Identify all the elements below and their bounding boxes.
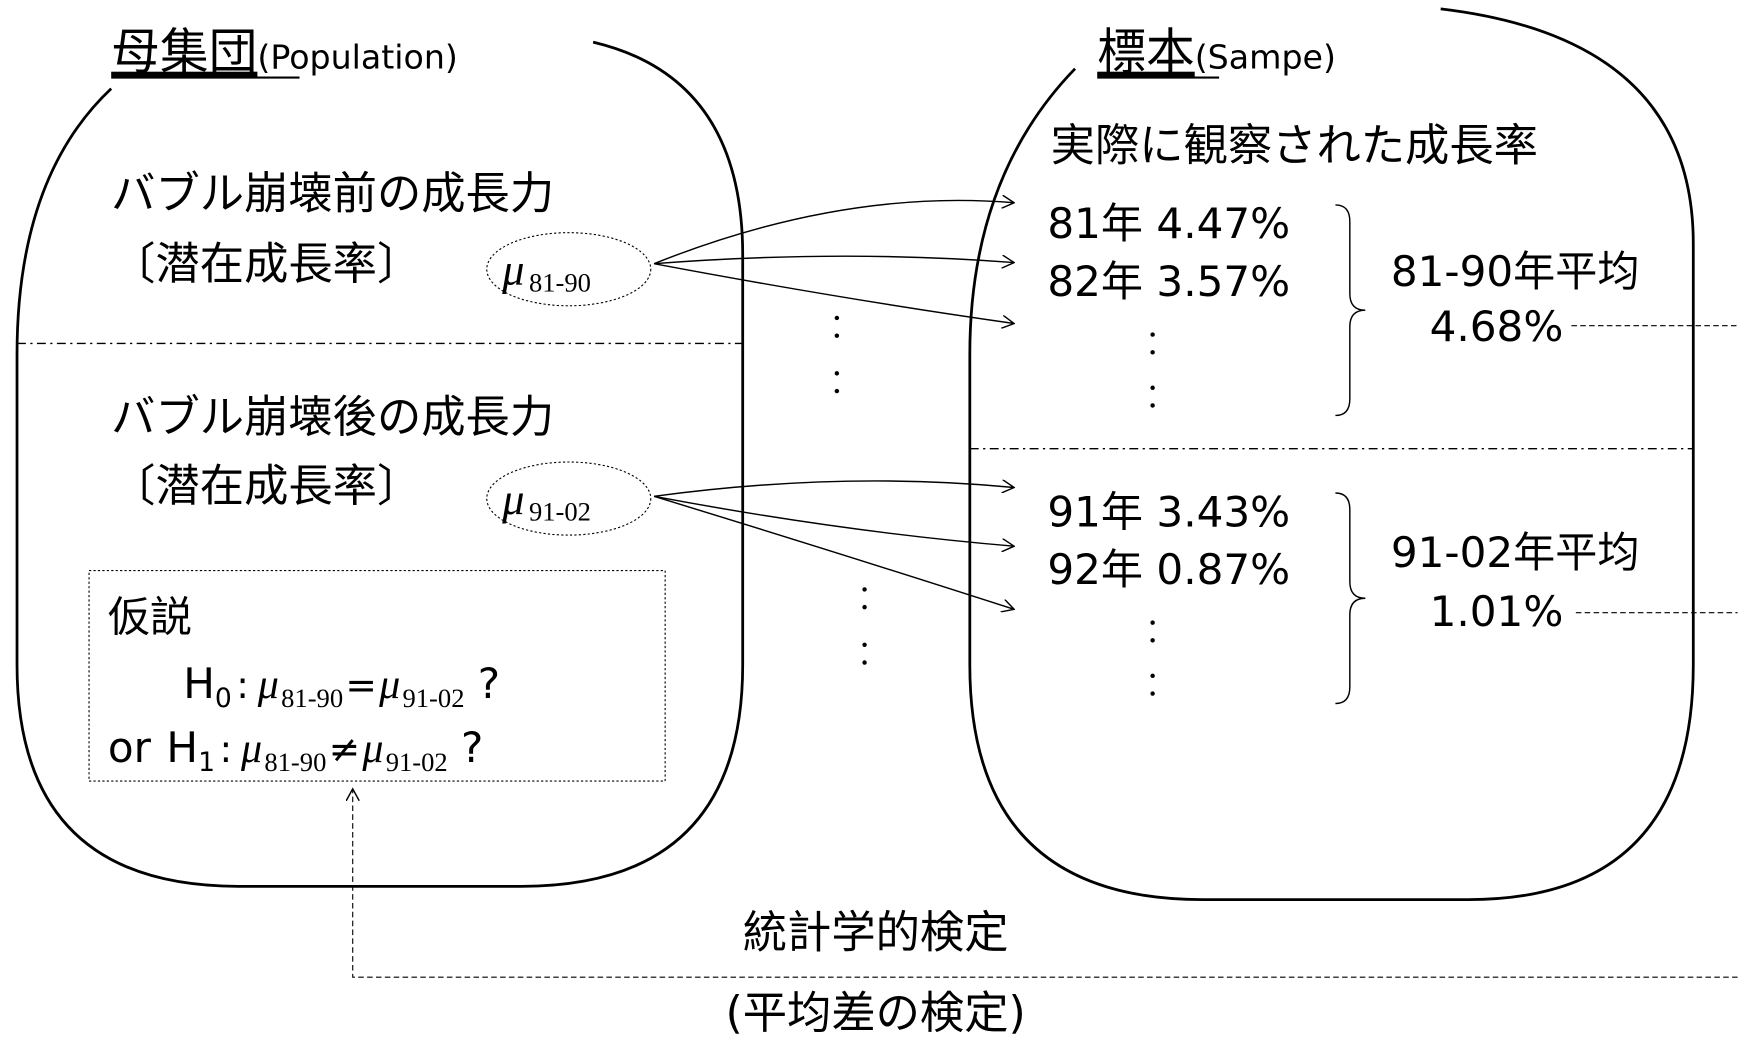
- subtitle-text: (Population): [257, 38, 457, 77]
- mu-sub: 81-90: [281, 683, 343, 713]
- sample-title: 標本(Sampe): [1097, 25, 1336, 81]
- arrows: [653, 200, 1014, 609]
- brace: [1335, 204, 1366, 417]
- h-index: 0: [215, 683, 232, 714]
- title-text: 標本: [1097, 25, 1194, 81]
- before-sub: 〔潜在成長率〕: [111, 239, 421, 290]
- sample-row: 82年 3.57%: [1047, 257, 1290, 306]
- sample-shape: [968, 7, 1695, 902]
- sample-row: 92年 0.87%: [1047, 545, 1290, 594]
- test-arrow: [353, 789, 1738, 978]
- colon: :: [219, 727, 232, 771]
- h-letter: H: [166, 723, 198, 772]
- brace: [1335, 492, 1366, 705]
- param-ellipse: [486, 232, 652, 307]
- mu: μ: [501, 475, 524, 524]
- mean-value: 4.68%: [1430, 302, 1564, 351]
- after-label: バブル崩壊後の成長力: [111, 392, 554, 443]
- h-letter: H: [183, 659, 215, 708]
- colon: :: [236, 663, 249, 707]
- operator: ≠: [329, 727, 361, 771]
- mean-label: 91-02年平均: [1391, 528, 1640, 577]
- sample-row: 81年 4.47%: [1047, 199, 1290, 248]
- mu-sub: 81-90: [264, 747, 326, 777]
- question: ?: [478, 659, 500, 708]
- mu-sub: 91-02: [402, 683, 464, 713]
- mu-sub: 91-02: [529, 497, 591, 527]
- subtitle-text: (Sampe): [1195, 38, 1336, 77]
- hypothesis-box: [88, 570, 666, 782]
- title-text: 母集団: [111, 25, 257, 81]
- sample-row: 91年 3.43%: [1047, 487, 1290, 536]
- or: or: [108, 723, 152, 772]
- question: ?: [461, 723, 483, 772]
- test-sub: (平均差の検定): [725, 988, 1025, 1037]
- mu-sub: 81-90: [529, 267, 591, 297]
- mu: μ: [361, 725, 383, 772]
- mu-sub: 91-02: [386, 747, 448, 777]
- mu: μ: [378, 661, 400, 708]
- mean-value: 1.01%: [1430, 587, 1564, 636]
- after-sub: 〔潜在成長率〕: [111, 461, 421, 512]
- mean-label: 81-90年平均: [1391, 247, 1640, 296]
- mu: μ: [240, 725, 262, 772]
- mu: μ: [501, 246, 524, 295]
- ellipsis-dots: [834, 315, 1155, 696]
- hypothesis-title: 仮説: [108, 593, 192, 642]
- operator: =: [345, 663, 377, 707]
- population-title: 母集団(Population): [111, 25, 458, 81]
- population-shape: [15, 40, 745, 888]
- h0: H0: μ81-90=μ91-02?: [183, 659, 500, 714]
- param: μ 81-90: [501, 246, 591, 298]
- param-ellipse: [486, 461, 652, 536]
- h1: or H1: μ81-90≠μ91-02?: [108, 723, 484, 778]
- mu: μ: [257, 661, 279, 708]
- test-label: 統計学的検定: [743, 907, 1009, 958]
- before-label: バブル崩壊前の成長力: [111, 168, 554, 219]
- sample-heading: 実際に観察された成長率: [1051, 121, 1538, 172]
- h-index: 1: [198, 747, 215, 778]
- param: μ 91-02: [501, 475, 591, 527]
